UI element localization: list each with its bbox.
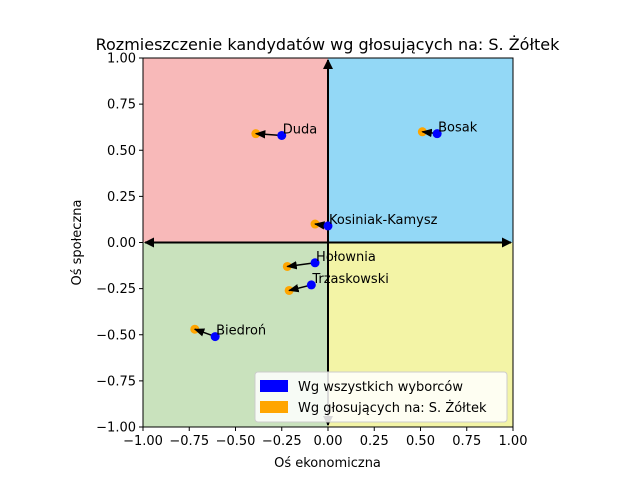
- chart-title: Rozmieszczenie kandydatów wg głosujących…: [96, 35, 561, 54]
- y-tick-label-8: 1.00: [107, 52, 136, 67]
- x-tick-label-7: 0.75: [452, 434, 481, 449]
- all-voters-point-0: [277, 130, 287, 140]
- x-tick-label-5: 0.25: [360, 434, 389, 449]
- candidate-label-3: Hołownia: [316, 250, 376, 265]
- quadrant-top-left: [143, 58, 328, 243]
- y-tick-label-5: 0.25: [107, 190, 136, 205]
- x-tick-label-3: −0.25: [262, 434, 302, 449]
- y-tick-label-6: 0.50: [107, 144, 136, 159]
- shift-arrow-3: [286, 261, 316, 270]
- candidate-label-2: Kosiniak-Kamysz: [329, 213, 438, 228]
- candidate-label-4: Trzaskowski: [311, 272, 389, 287]
- quadrant-top-right: [328, 58, 513, 243]
- all-voters-point-1: [432, 129, 442, 139]
- y-tick-label-2: −0.50: [96, 328, 136, 343]
- x-tick-label-2: −0.50: [216, 434, 256, 449]
- x-tick-label-4: 0.00: [314, 434, 343, 449]
- x-tick-label-8: 1.00: [499, 434, 528, 449]
- y-axis-title: Oś społeczna: [70, 200, 85, 286]
- candidate-label-0: Duda: [283, 122, 317, 137]
- legend-box: [254, 371, 508, 423]
- x-axis-title: Oś ekonomiczna: [274, 456, 381, 471]
- x-tick-label-6: 0.50: [406, 434, 435, 449]
- y-tick-label-7: 0.75: [107, 98, 136, 113]
- candidate-label-5: Biedroń: [216, 324, 266, 339]
- all-voters-point-3: [310, 258, 320, 268]
- legend-swatch-0: [260, 380, 288, 392]
- all-voters-point-4: [306, 280, 316, 290]
- y-tick-label-0: −1.00: [96, 421, 136, 436]
- y-tick-label-4: 0.00: [107, 236, 136, 251]
- candidate-label-1: Bosak: [438, 121, 478, 136]
- legend-swatch-1: [260, 401, 288, 413]
- y-tick-label-1: −0.75: [96, 374, 136, 389]
- y-tick-label-3: −0.25: [96, 282, 136, 297]
- x-tick-label-0: −1.00: [123, 434, 163, 449]
- legend-label-0: Wg wszystkich wyborców: [298, 380, 463, 395]
- all-voters-point-5: [210, 332, 220, 342]
- legend-label-1: Wg głosujących na: S. Żółtek: [298, 400, 487, 416]
- x-tick-label-1: −0.75: [169, 434, 209, 449]
- all-voters-point-2: [323, 221, 333, 231]
